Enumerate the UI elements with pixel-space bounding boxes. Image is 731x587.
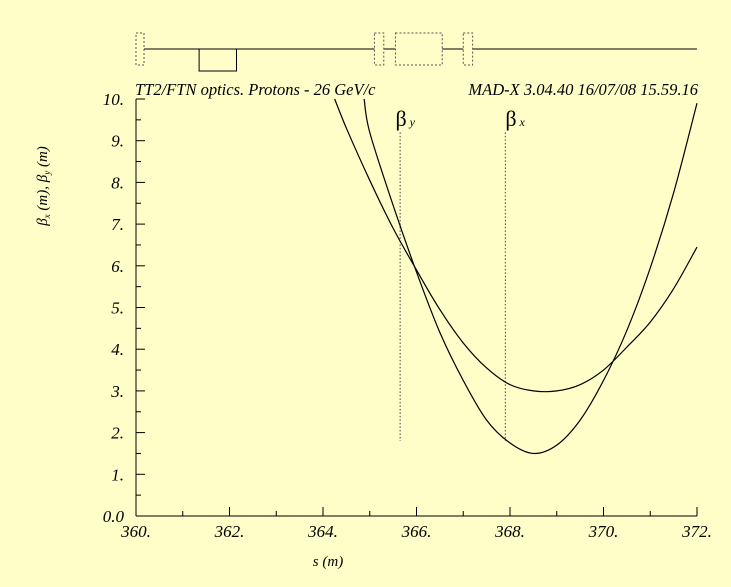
y-axis-label-part: y bbox=[42, 171, 52, 176]
beta-y-label-glyph: β bbox=[395, 106, 406, 131]
series-markers bbox=[399, 132, 506, 441]
quadrupole-element bbox=[198, 48, 238, 72]
y-tick-label: 4. bbox=[111, 340, 124, 359]
marker-element bbox=[373, 32, 385, 66]
y-axis-label: βx (m), βy (m) bbox=[35, 146, 52, 227]
x-tick-label: 360. bbox=[120, 522, 151, 541]
y-axis-label-part: (m), β bbox=[35, 174, 51, 214]
x-axis-ticks: 360. 362. 364. 366. 368. 370. 372. bbox=[120, 507, 712, 541]
beamline-element-strip bbox=[135, 32, 697, 72]
series-curves bbox=[334, 98, 698, 455]
chart-title-left: TT2/FTN optics. Protons - 26 GeV/c bbox=[135, 80, 376, 99]
y-tick-label: 8. bbox=[111, 173, 124, 192]
x-tick-label: 368. bbox=[494, 522, 525, 541]
marker-element bbox=[135, 32, 145, 66]
y-axis-label-part: x bbox=[42, 214, 52, 219]
plot-axes bbox=[135, 99, 697, 517]
y-tick-label: 5. bbox=[111, 299, 124, 318]
chart-title-right: MAD-X 3.04.40 16/07/08 15.59.16 bbox=[467, 80, 698, 99]
y-tick-label: 7. bbox=[111, 215, 124, 234]
beta-x-curve bbox=[334, 98, 698, 393]
x-tick-label: 362. bbox=[214, 522, 245, 541]
x-tick-label: 366. bbox=[401, 522, 432, 541]
y-axis-ticks: 0.0 1. 2. 3. 4. 5. 6. 7. 8. 9. 10. bbox=[103, 90, 145, 526]
y-tick-label: 9. bbox=[111, 132, 124, 151]
y-tick-label: 2. bbox=[111, 424, 124, 443]
marker-element bbox=[462, 32, 474, 66]
y-tick-label: 1. bbox=[111, 465, 124, 484]
x-tick-label: 370. bbox=[588, 522, 619, 541]
y-axis-label-part: (m) bbox=[35, 146, 51, 171]
beta-x-label-glyph: β bbox=[505, 106, 516, 131]
y-tick-label: 10. bbox=[103, 90, 124, 109]
y-tick-label: 3. bbox=[110, 382, 124, 401]
x-tick-label: 364. bbox=[307, 522, 338, 541]
x-tick-label: 372. bbox=[681, 522, 712, 541]
y-tick-label: 6. bbox=[111, 257, 124, 276]
beta-y-label-subscript: y bbox=[409, 115, 416, 129]
x-axis-label: s (m) bbox=[313, 554, 343, 570]
y-tick-label: 0.0 bbox=[103, 507, 125, 526]
monitor-element bbox=[394, 32, 443, 66]
series-labels: β xβ y bbox=[395, 106, 525, 131]
y-axis-label-part: β bbox=[35, 218, 51, 227]
beta-x-label-subscript: x bbox=[519, 115, 526, 129]
beta-y-curve bbox=[363, 98, 698, 455]
